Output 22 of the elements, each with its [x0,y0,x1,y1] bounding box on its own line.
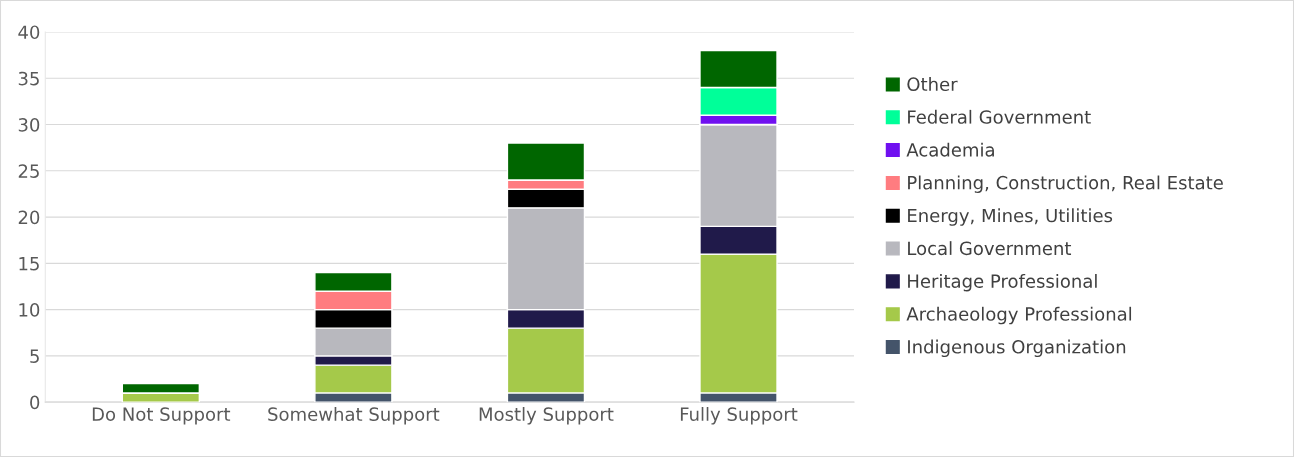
legend-label: Archaeology Professional [906,306,1132,325]
legend-label: Local Government [908,241,1072,256]
y-tick-label: 20 [18,210,40,225]
y-tick-label: 35 [18,71,39,86]
y-tick-label: 25 [18,164,39,178]
x-tick-label: Somewhat Support [268,407,440,425]
legend-label: Federal Government [908,109,1091,124]
legend-label: Academia [906,142,994,157]
legend-label: Energy, Mines, Utilities [908,208,1113,226]
legend-label: Other [907,77,958,92]
x-tick-label: Fully Support [680,407,798,425]
y-tick-label: 0 [30,395,40,410]
x-tick-label: Do Not Support [92,407,231,425]
legend-label: Heritage Professional [908,273,1097,292]
y-tick-label: 30 [18,117,40,132]
x-tick-label: Mostly Support [479,407,614,425]
y-tick-label: 10 [19,303,40,317]
legend-label: Planning, Construction, Real Estate [908,175,1223,193]
y-tick-label: 5 [30,349,39,364]
y-tick-label: 15 [19,257,39,271]
legend-label: Indigenous Organization [908,339,1126,358]
y-tick-label: 40 [18,25,40,40]
